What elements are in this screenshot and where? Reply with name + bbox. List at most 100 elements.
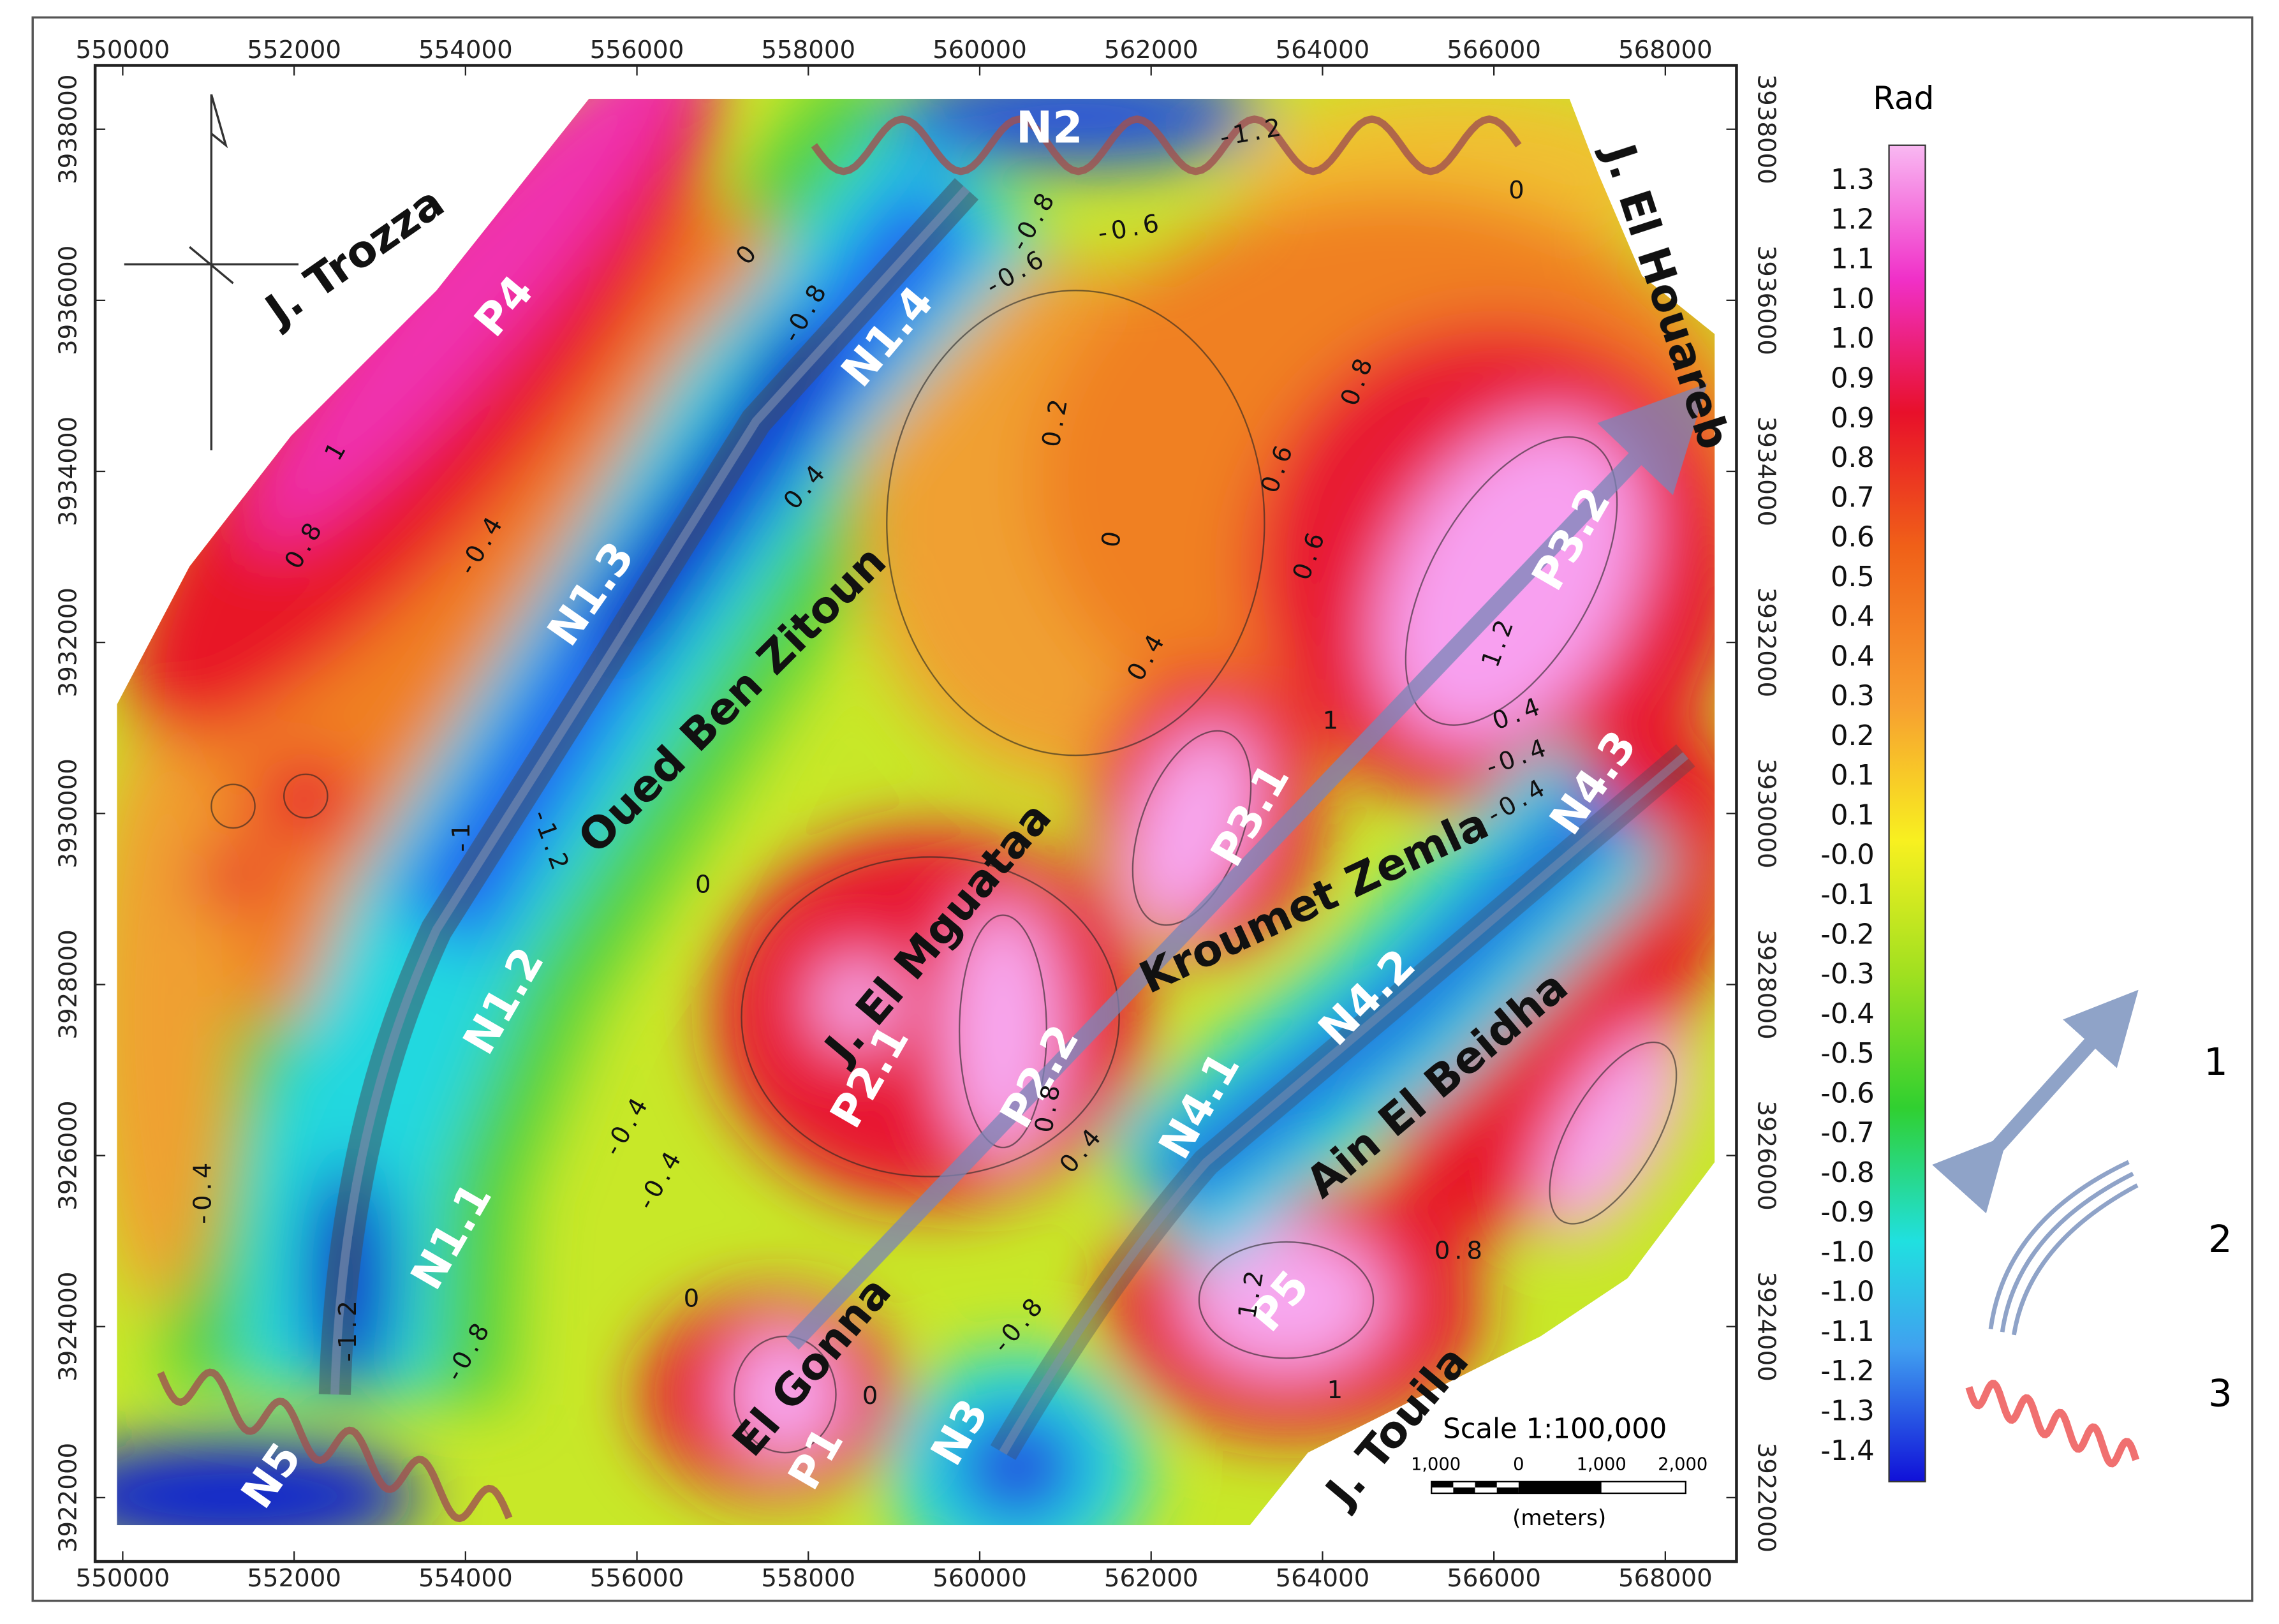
colorbar-label: 1.0 — [1831, 283, 1875, 315]
legend-number: 1 — [2204, 1040, 2228, 1084]
contour-label: 0 — [695, 871, 715, 899]
x-tick-label: 558000 — [761, 36, 855, 64]
legend: 1 2 3 — [1932, 989, 2232, 1468]
y-tick-label: 3934000 — [54, 417, 83, 526]
y-tick-label: 3922000 — [1752, 1443, 1781, 1553]
colorbar-title: Rad — [1873, 79, 1934, 117]
colorbar-label: -0.7 — [1820, 1118, 1874, 1149]
x-tick-label: 568000 — [1618, 36, 1713, 64]
scale-unit: (meters) — [1512, 1505, 1606, 1531]
x-tick-label: 552000 — [247, 36, 341, 64]
colorbar-label: 0.4 — [1831, 601, 1875, 633]
colorbar — [1888, 144, 1926, 1482]
colorbar-label: 0.6 — [1831, 522, 1875, 554]
x-tick-label: 558000 — [761, 1564, 855, 1593]
x-tick-label: 550000 — [76, 1564, 170, 1593]
contour-label: 1 — [1327, 1376, 1346, 1405]
y-tick-label: 3932000 — [1752, 587, 1781, 697]
y-tick-label: 3934000 — [1752, 417, 1781, 526]
colorbar-label: -1.4 — [1820, 1435, 1874, 1467]
colorbar-label: 1.2 — [1831, 203, 1875, 235]
x-tick-label: 566000 — [1447, 36, 1541, 64]
boundary-line — [811, 115, 1522, 175]
legend-number: 3 — [2208, 1371, 2232, 1415]
colorbar-label: 0.1 — [1831, 760, 1875, 792]
scale-tick: 2,000 — [1658, 1455, 1707, 1475]
colorbar-label: 0.7 — [1831, 482, 1875, 513]
north-arrow — [124, 94, 299, 450]
colorbar-label: -0.5 — [1820, 1038, 1874, 1070]
colorbar-label: 1.1 — [1831, 244, 1875, 276]
x-tick-label: 562000 — [1104, 1564, 1199, 1593]
colorbar-label: 0.2 — [1831, 720, 1875, 752]
contour-label: 0 — [1508, 176, 1528, 205]
colorbar-label: -0.2 — [1820, 919, 1874, 950]
y-tick-label: 3936000 — [54, 246, 83, 355]
x-tick-label: 554000 — [418, 36, 513, 64]
colorbar-label: -0.8 — [1820, 1157, 1874, 1189]
colorbar-label: -0.1 — [1820, 879, 1874, 911]
colorbar-label: 0.9 — [1831, 402, 1875, 434]
contour-label: 0 — [684, 1285, 704, 1313]
x-tick-label: 556000 — [590, 36, 684, 64]
x-tick-label: 568000 — [1618, 1564, 1713, 1593]
x-tick-label: 560000 — [933, 36, 1027, 64]
contour-label: 1 — [1323, 706, 1343, 735]
y-tick-label: 3930000 — [54, 758, 83, 868]
x-tick-label: 554000 — [418, 1564, 513, 1593]
place-label: N2 — [1016, 103, 1083, 154]
contour-label: 0 — [862, 1382, 882, 1410]
scale-tick: 1,000 — [1577, 1455, 1626, 1475]
scale-title: Scale 1:100,000 — [1443, 1414, 1667, 1445]
y-tick-label: 3936000 — [1752, 246, 1781, 355]
x-tick-label: 556000 — [590, 1564, 684, 1593]
colorbar-label: -1.0 — [1820, 1276, 1874, 1308]
colorbar-label: 0.5 — [1831, 561, 1875, 593]
y-tick-label: 3928000 — [54, 929, 83, 1039]
scale-bar: Scale 1:100,000 1,000 0 1,000 2,000 (met… — [1411, 1414, 1707, 1532]
x-tick-label: 564000 — [1276, 1564, 1370, 1593]
colorbar-label: -1.3 — [1820, 1396, 1874, 1428]
colorbar-label: 0.8 — [1831, 442, 1875, 474]
x-tick-label: 562000 — [1104, 36, 1199, 64]
contour-label: -1 — [447, 818, 476, 852]
y-tick-label: 3924000 — [54, 1272, 83, 1382]
y-tick-label: 3924000 — [1752, 1272, 1781, 1382]
colorbar-label: -0.9 — [1820, 1197, 1874, 1229]
trend-arrow — [786, 383, 1707, 1350]
colorbar-label: 1.3 — [1831, 164, 1875, 196]
lineaments — [318, 178, 1695, 1460]
x-tick-label: 564000 — [1276, 36, 1370, 64]
x-tick-label: 560000 — [933, 1564, 1027, 1593]
colorbar-label: -0.3 — [1820, 959, 1874, 991]
y-tick-label: 3938000 — [54, 74, 83, 184]
scale-tick: 1,000 — [1411, 1455, 1461, 1475]
colorbar-label: 0.4 — [1831, 640, 1875, 672]
boundary-line — [157, 1368, 513, 1523]
colorbar-label: -1.2 — [1820, 1355, 1874, 1387]
contour-label: -0.4 — [188, 1158, 217, 1224]
colorbar-label: 1.0 — [1831, 323, 1875, 355]
y-tick-label: 3932000 — [54, 587, 83, 697]
y-tick-label: 3938000 — [1752, 74, 1781, 184]
legend-number: 2 — [2208, 1217, 2232, 1261]
colorbar-label: -0.0 — [1820, 839, 1874, 871]
colorbar-label: 0.3 — [1831, 681, 1875, 712]
y-tick-label: 3922000 — [54, 1443, 83, 1553]
y-tick-label: 3926000 — [54, 1100, 83, 1210]
contour-label: -1.2 — [334, 1296, 362, 1362]
colorbar-label: 0.9 — [1831, 363, 1875, 395]
y-tick-label: 3930000 — [1752, 758, 1781, 868]
x-tick-label: 552000 — [247, 1564, 341, 1593]
colorbar-label: -1.0 — [1820, 1236, 1874, 1268]
x-tick-label: 566000 — [1447, 1564, 1541, 1593]
contour-label: 0 — [1096, 525, 1128, 550]
y-tick-label: 3928000 — [1752, 929, 1781, 1039]
scale-tick: 0 — [1513, 1455, 1524, 1475]
colorbar-label: -0.4 — [1820, 998, 1874, 1030]
contour-label: 0.8 — [1435, 1237, 1487, 1266]
y-tick-label: 3926000 — [1752, 1100, 1781, 1210]
x-tick-label: 550000 — [76, 36, 170, 64]
